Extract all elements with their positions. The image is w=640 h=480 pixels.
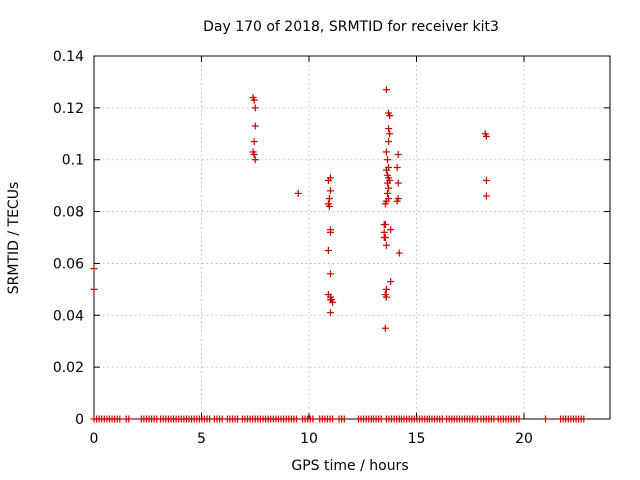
x-tick-label: 15 [408,431,426,447]
data-point [294,189,302,197]
data-point [324,246,332,254]
data-point [382,293,390,301]
data-point [327,309,334,317]
x-axis-label: GPS time / hours [291,458,408,474]
data-point [383,189,391,197]
y-axis-label: SRMTID / TECUs [6,182,22,295]
data-point [250,96,258,104]
data-point [327,174,334,182]
y-tick-label: 0.04 [53,308,84,324]
data-point [386,112,394,120]
data-point [385,184,393,192]
y-tick-label: 0.12 [53,101,84,117]
data-point-zero [340,415,348,423]
data-point-zero [293,415,301,423]
data-point [482,132,490,140]
y-tick-label: 0.14 [53,49,84,65]
x-tick-label: 20 [515,431,533,447]
data-point [395,249,403,257]
data-point-zero [542,415,549,423]
y-tick-label: 0.1 [62,153,84,169]
data-point [250,138,258,146]
data-point [90,265,98,273]
data-point [381,221,389,229]
data-point [251,104,259,112]
data-point [251,156,259,164]
y-tick-label: 0.02 [53,360,84,376]
chart-title: Day 170 of 2018, SRMTID for receiver kit… [203,19,499,35]
data-point [382,148,390,156]
data-point [383,179,391,187]
x-tick-label: 5 [197,431,206,447]
data-point [251,122,259,130]
data-point [380,234,388,241]
data-point-zero [125,415,133,423]
data-point [327,270,334,278]
axis-ticks: 0 0.02 0.04 0.06 0.08 0.1 0.12 0.14 0 5 10 15 20 [53,49,610,447]
data-point [328,296,336,304]
y-tick-label: 0.08 [53,205,84,221]
data-point [394,179,402,187]
data-point [327,228,334,236]
data-point [393,163,401,171]
data-point-zero [116,415,124,423]
plot-frame [93,55,611,420]
data-point [482,176,490,184]
data-point [387,226,395,234]
data-point [393,197,401,205]
data-points [90,86,588,423]
x-tick-label: 10 [300,431,318,447]
data-point [385,125,393,133]
data-point [482,192,490,200]
x-tick-label: 0 [90,431,99,447]
data-point [382,86,390,94]
data-point [382,241,390,249]
data-point [90,285,98,293]
data-point [386,130,394,138]
data-point-zero [515,415,523,423]
y-tick-label: 0 [75,412,84,428]
data-point [382,285,390,293]
data-point [381,200,389,208]
grid [94,56,610,419]
data-point [325,195,333,203]
data-point [327,187,334,195]
data-point-zero [309,415,317,423]
y-tick-label: 0.06 [53,256,84,272]
data-point [381,324,389,332]
data-point [325,202,333,210]
data-point-zero [580,415,588,423]
data-point [385,138,393,146]
data-point [387,278,395,286]
data-point [383,156,391,164]
data-point [250,151,258,159]
data-point [382,166,390,174]
data-point-zero [329,415,337,423]
data-point [394,151,402,159]
